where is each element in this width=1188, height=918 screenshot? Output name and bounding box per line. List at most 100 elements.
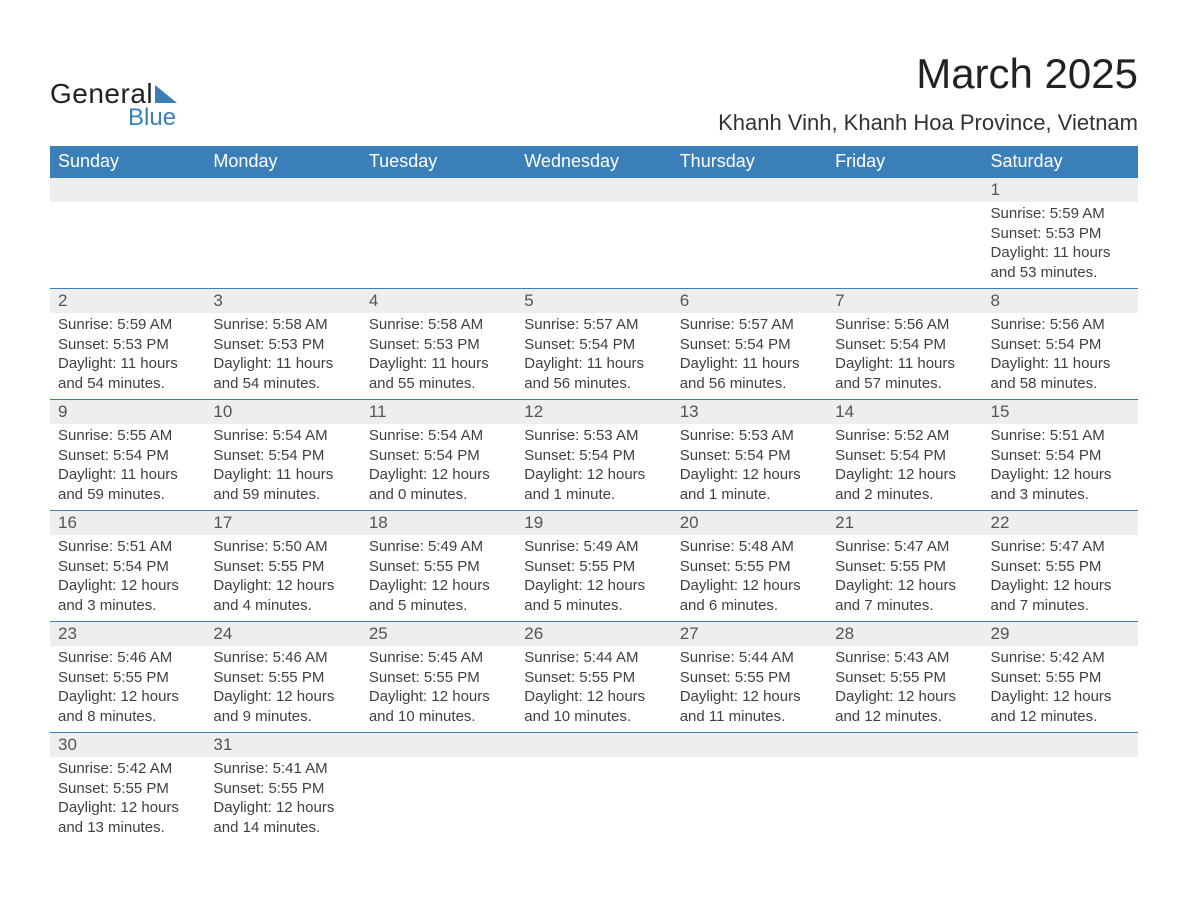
sunset-text: Sunset: 5:53 PM [213, 335, 352, 355]
day-number-cell: 4 [361, 289, 516, 314]
sunrise-text: Sunrise: 5:58 AM [213, 315, 352, 335]
day-content-cell: Sunrise: 5:58 AMSunset: 5:53 PMDaylight:… [205, 313, 360, 400]
daylight-text-2: and 53 minutes. [991, 263, 1130, 283]
sunrise-text: Sunrise: 5:59 AM [58, 315, 197, 335]
sunset-text: Sunset: 5:55 PM [369, 557, 508, 577]
day-content-cell: Sunrise: 5:56 AMSunset: 5:54 PMDaylight:… [827, 313, 982, 400]
sunset-text: Sunset: 5:54 PM [213, 446, 352, 466]
day-content-row: Sunrise: 5:46 AMSunset: 5:55 PMDaylight:… [50, 646, 1138, 733]
daylight-text-2: and 12 minutes. [991, 707, 1130, 727]
day-number-cell: 6 [672, 289, 827, 314]
day-number-cell: 25 [361, 622, 516, 647]
day-number-cell: 14 [827, 400, 982, 425]
sunrise-text: Sunrise: 5:54 AM [369, 426, 508, 446]
daylight-text-1: Daylight: 12 hours [991, 576, 1130, 596]
day-number-cell: 28 [827, 622, 982, 647]
sunrise-text: Sunrise: 5:56 AM [991, 315, 1130, 335]
day-content-cell: Sunrise: 5:52 AMSunset: 5:54 PMDaylight:… [827, 424, 982, 511]
daylight-text-1: Daylight: 12 hours [524, 687, 663, 707]
day-content-cell [205, 202, 360, 289]
day-header: Saturday [983, 146, 1138, 178]
day-number-cell [827, 178, 982, 203]
sunrise-text: Sunrise: 5:57 AM [524, 315, 663, 335]
daylight-text-2: and 2 minutes. [835, 485, 974, 505]
day-content-cell [827, 757, 982, 843]
day-content-cell: Sunrise: 5:44 AMSunset: 5:55 PMDaylight:… [516, 646, 671, 733]
sunrise-text: Sunrise: 5:56 AM [835, 315, 974, 335]
day-header: Wednesday [516, 146, 671, 178]
day-content-cell: Sunrise: 5:45 AMSunset: 5:55 PMDaylight:… [361, 646, 516, 733]
day-number-cell: 15 [983, 400, 1138, 425]
day-number-cell [672, 733, 827, 758]
sunrise-text: Sunrise: 5:53 AM [524, 426, 663, 446]
daylight-text-1: Daylight: 12 hours [213, 798, 352, 818]
day-number-cell: 30 [50, 733, 205, 758]
day-content-cell [672, 202, 827, 289]
daylight-text-1: Daylight: 11 hours [213, 354, 352, 374]
day-header: Thursday [672, 146, 827, 178]
daylight-text-2: and 59 minutes. [58, 485, 197, 505]
day-number-cell: 13 [672, 400, 827, 425]
daylight-text-2: and 13 minutes. [58, 818, 197, 838]
day-content-cell: Sunrise: 5:46 AMSunset: 5:55 PMDaylight:… [50, 646, 205, 733]
daylight-text-1: Daylight: 11 hours [369, 354, 508, 374]
sunset-text: Sunset: 5:55 PM [991, 668, 1130, 688]
day-content-row: Sunrise: 5:59 AMSunset: 5:53 PMDaylight:… [50, 313, 1138, 400]
day-number-cell: 17 [205, 511, 360, 536]
daylight-text-2: and 5 minutes. [524, 596, 663, 616]
daylight-text-2: and 58 minutes. [991, 374, 1130, 394]
sunset-text: Sunset: 5:54 PM [680, 446, 819, 466]
sunset-text: Sunset: 5:55 PM [835, 557, 974, 577]
sunset-text: Sunset: 5:54 PM [991, 335, 1130, 355]
daylight-text-1: Daylight: 11 hours [680, 354, 819, 374]
day-header: Friday [827, 146, 982, 178]
sunset-text: Sunset: 5:53 PM [58, 335, 197, 355]
sunset-text: Sunset: 5:54 PM [58, 557, 197, 577]
day-number-cell: 9 [50, 400, 205, 425]
daylight-text-1: Daylight: 12 hours [213, 687, 352, 707]
day-number-cell: 3 [205, 289, 360, 314]
day-number-cell: 26 [516, 622, 671, 647]
sunset-text: Sunset: 5:55 PM [680, 668, 819, 688]
sunrise-text: Sunrise: 5:47 AM [991, 537, 1130, 557]
daylight-text-2: and 1 minute. [524, 485, 663, 505]
daylight-text-2: and 3 minutes. [58, 596, 197, 616]
sunrise-text: Sunrise: 5:44 AM [524, 648, 663, 668]
daylight-text-1: Daylight: 12 hours [58, 576, 197, 596]
daylight-text-2: and 7 minutes. [835, 596, 974, 616]
sunrise-text: Sunrise: 5:44 AM [680, 648, 819, 668]
daylight-text-2: and 12 minutes. [835, 707, 974, 727]
sunset-text: Sunset: 5:55 PM [991, 557, 1130, 577]
daylight-text-2: and 0 minutes. [369, 485, 508, 505]
sunrise-text: Sunrise: 5:52 AM [835, 426, 974, 446]
day-number-row: 16171819202122 [50, 511, 1138, 536]
day-number-cell [205, 178, 360, 203]
header: General Blue March 2025 Khanh Vinh, Khan… [50, 50, 1138, 136]
day-content-row: Sunrise: 5:59 AMSunset: 5:53 PMDaylight:… [50, 202, 1138, 289]
daylight-text-2: and 1 minute. [680, 485, 819, 505]
day-number-cell: 27 [672, 622, 827, 647]
sunrise-text: Sunrise: 5:47 AM [835, 537, 974, 557]
daylight-text-1: Daylight: 12 hours [835, 576, 974, 596]
sunset-text: Sunset: 5:55 PM [213, 779, 352, 799]
day-content-cell: Sunrise: 5:56 AMSunset: 5:54 PMDaylight:… [983, 313, 1138, 400]
daylight-text-1: Daylight: 12 hours [835, 687, 974, 707]
day-content-cell [361, 757, 516, 843]
daylight-text-1: Daylight: 11 hours [213, 465, 352, 485]
day-content-cell: Sunrise: 5:53 AMSunset: 5:54 PMDaylight:… [516, 424, 671, 511]
day-header: Tuesday [361, 146, 516, 178]
day-number-cell [361, 178, 516, 203]
sunrise-text: Sunrise: 5:48 AM [680, 537, 819, 557]
sunset-text: Sunset: 5:54 PM [835, 446, 974, 466]
day-number-cell [672, 178, 827, 203]
daylight-text-1: Daylight: 12 hours [991, 687, 1130, 707]
daylight-text-1: Daylight: 11 hours [58, 465, 197, 485]
daylight-text-2: and 55 minutes. [369, 374, 508, 394]
sunset-text: Sunset: 5:55 PM [524, 557, 663, 577]
daylight-text-2: and 11 minutes. [680, 707, 819, 727]
day-content-cell [516, 757, 671, 843]
day-content-cell: Sunrise: 5:49 AMSunset: 5:55 PMDaylight:… [516, 535, 671, 622]
day-number-cell: 12 [516, 400, 671, 425]
day-number-row: 1 [50, 178, 1138, 203]
day-content-cell [50, 202, 205, 289]
